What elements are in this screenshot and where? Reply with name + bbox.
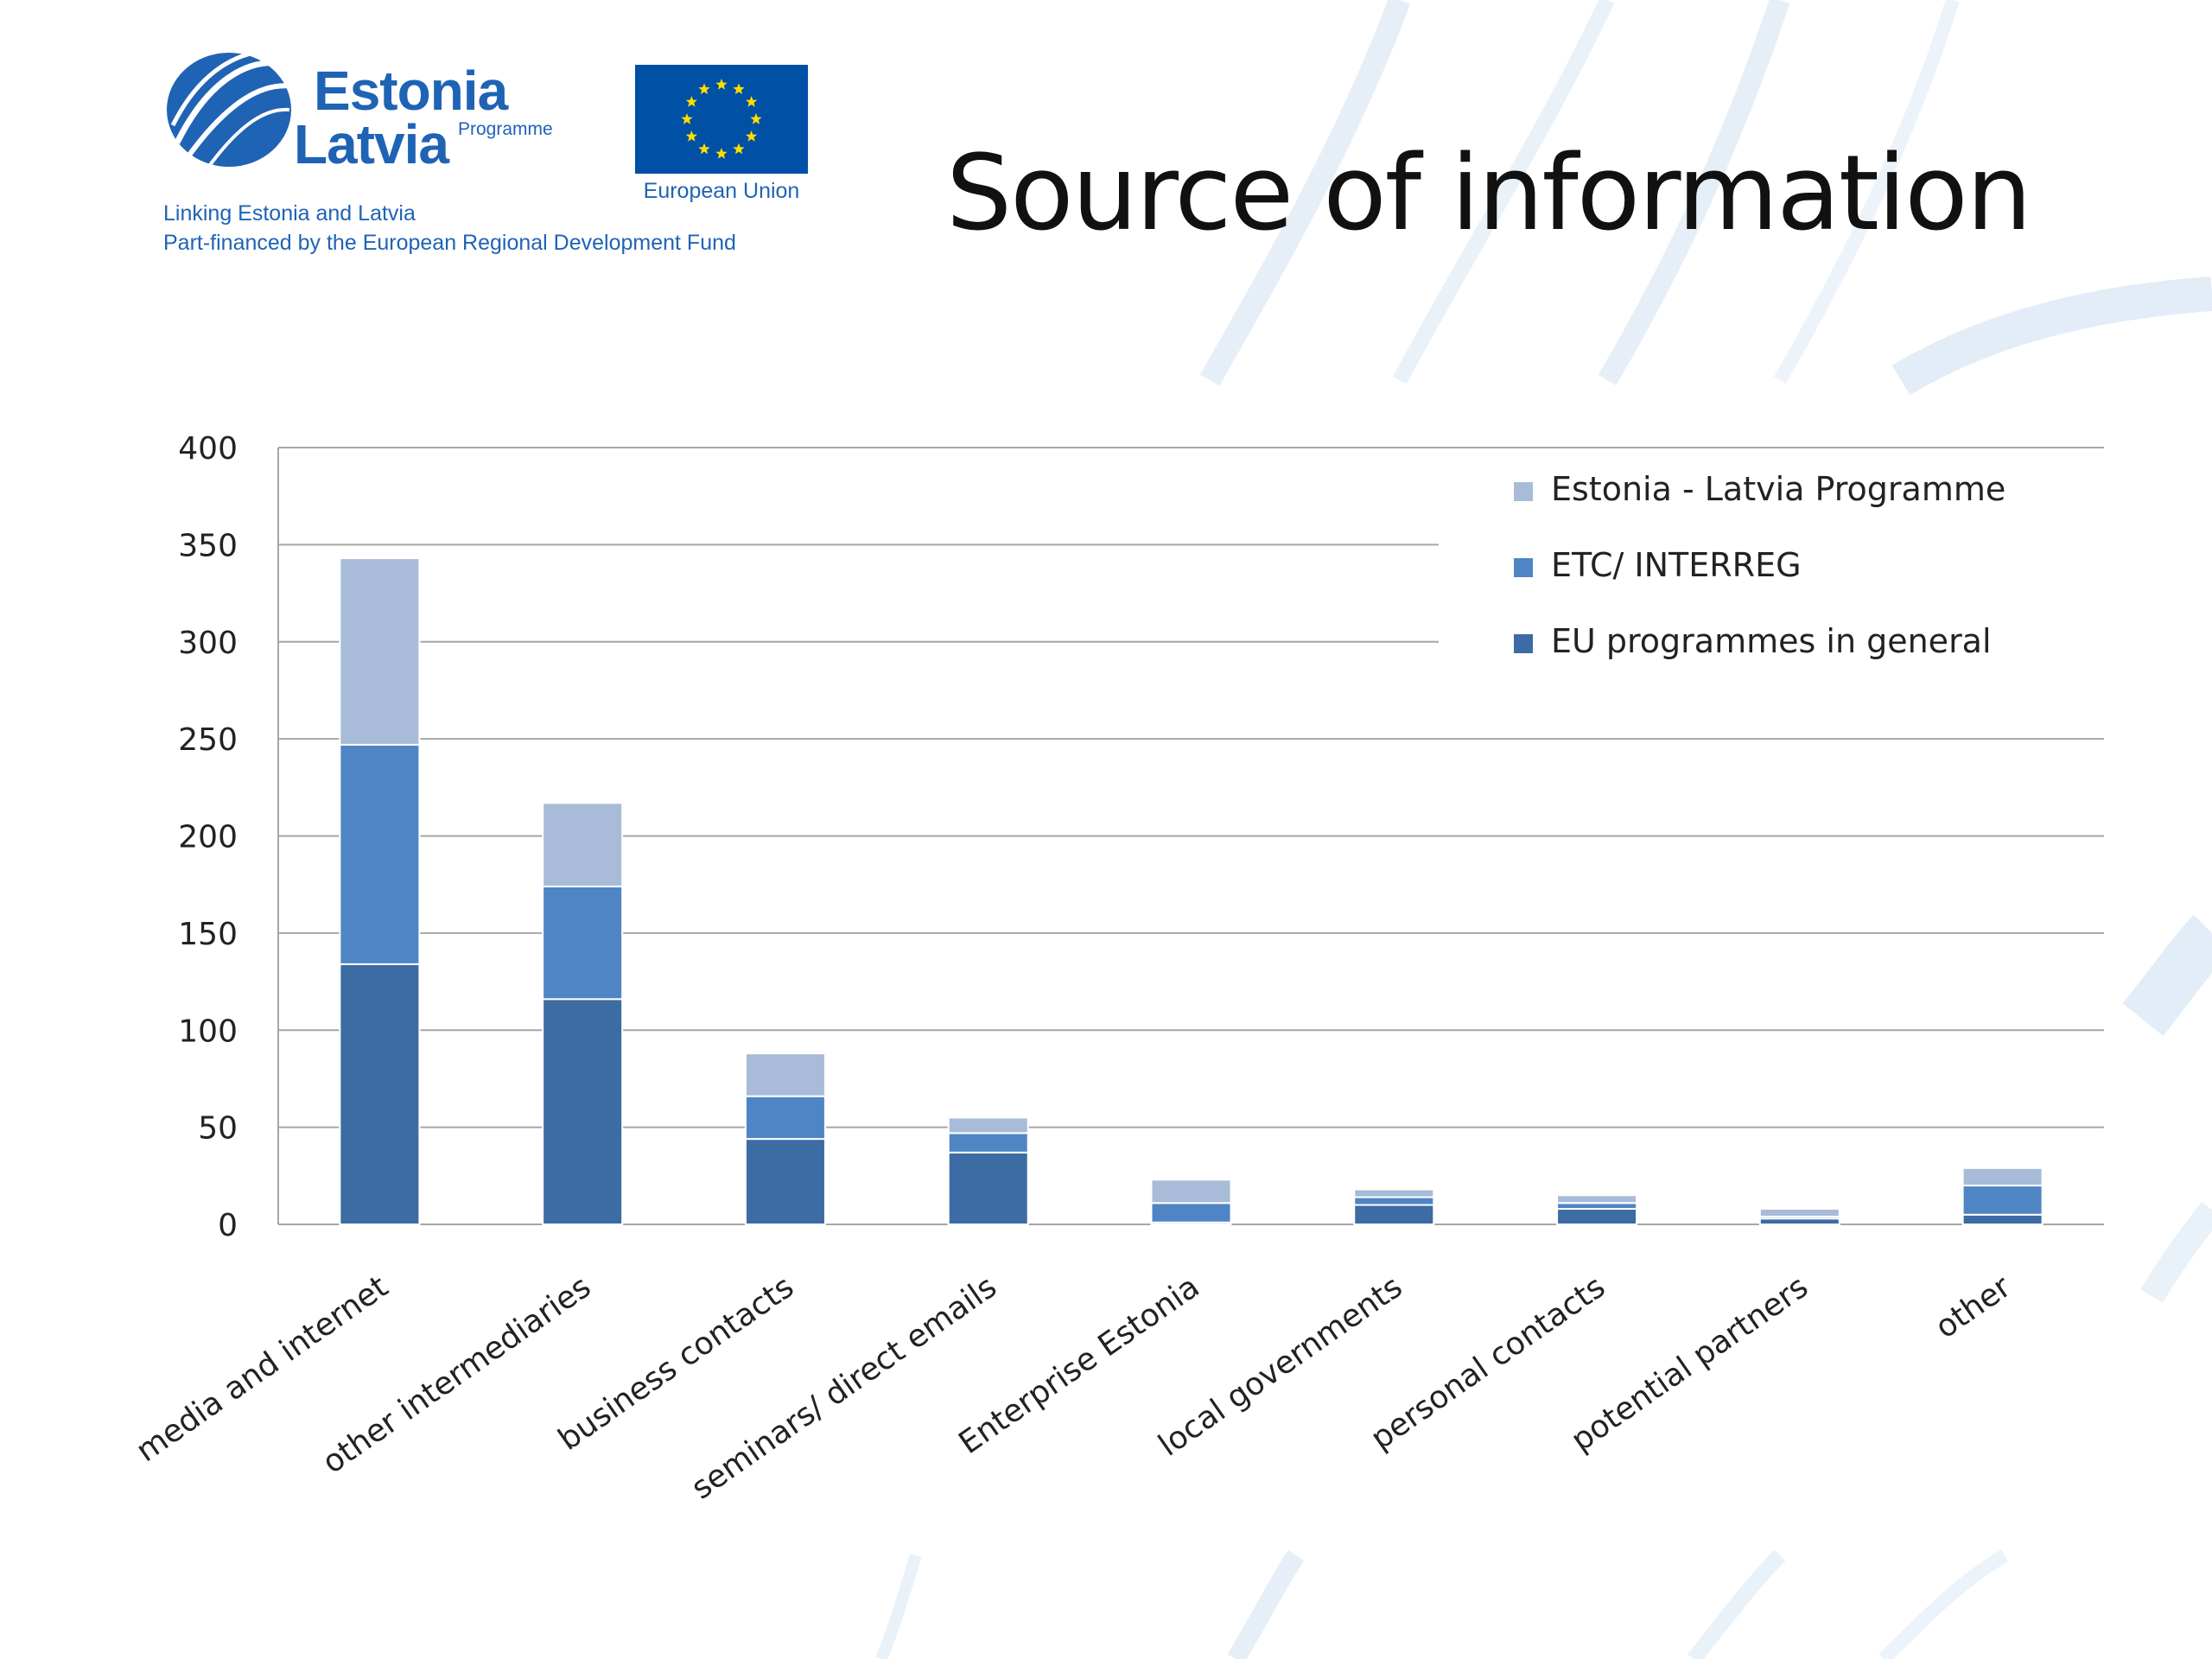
eu-star-icon — [746, 130, 758, 142]
eu-star-icon — [715, 148, 728, 159]
eu-star-icon — [746, 96, 758, 107]
bar-segment — [1556, 1202, 1638, 1211]
eu-star-icon — [750, 113, 762, 124]
eu-star-icon — [685, 96, 697, 107]
bar-segment — [947, 1132, 1029, 1154]
y-tick-label: 350 — [178, 528, 238, 563]
legend-label: ETC/ INTERREG — [1551, 546, 1802, 584]
legend-swatch — [1514, 558, 1533, 577]
bar-segment — [1961, 1185, 2044, 1216]
eu-star-icon — [698, 83, 710, 94]
bar-segment — [1758, 1217, 1840, 1225]
bar-segment — [1353, 1196, 1435, 1206]
bar-segment — [339, 743, 421, 965]
eu-star-icon — [733, 143, 745, 155]
y-axis-tick-labels: 0 50 100 150 200 250 300 350 400 — [178, 431, 238, 1243]
bar-segment — [542, 885, 624, 1001]
bar-segment — [1353, 1188, 1435, 1198]
x-category-label: other — [1929, 1269, 2018, 1346]
bar-segment — [744, 1095, 826, 1141]
chart-legend: Estonia - Latvia Programme ETC/ INTERREG E… — [1439, 454, 2113, 670]
legend-swatch — [1514, 634, 1533, 653]
bar-segment — [339, 557, 421, 746]
legend-swatch — [1514, 482, 1533, 501]
brand-name-estonia: Estonia — [314, 60, 508, 122]
bar-segment — [1556, 1194, 1638, 1205]
eu-star-icon — [681, 113, 693, 124]
bar-segment — [744, 1138, 826, 1225]
eu-star-icon — [733, 83, 745, 94]
bar-segment — [1353, 1204, 1435, 1226]
bar-segment — [947, 1116, 1029, 1135]
legend-label: EU programmes in general — [1551, 622, 1992, 660]
bar-segment — [744, 1052, 826, 1097]
bar-segment — [947, 1151, 1029, 1226]
brand-swirl-icon — [167, 48, 295, 170]
y-tick-label: 50 — [198, 1111, 238, 1147]
bar-segment — [1961, 1213, 2044, 1225]
legend-background — [1439, 454, 2113, 670]
stacked-bar-chart: 0 50 100 150 200 250 300 350 400 media and inter… — [130, 431, 2113, 1507]
eu-label: European Union — [643, 179, 800, 203]
bar-segment — [1961, 1166, 2044, 1187]
y-tick-label: 150 — [178, 917, 238, 952]
y-tick-label: 300 — [178, 626, 238, 661]
y-tick-label: 400 — [178, 431, 238, 467]
programme-logo: Estonia Latvia Programme Linking Estonia… — [160, 39, 834, 272]
bar-segment — [1150, 1202, 1232, 1224]
eu-star-icon — [715, 79, 728, 90]
y-tick-label: 0 — [218, 1208, 238, 1243]
logo-funding-note: Part-financed by the European Regional D… — [163, 231, 736, 255]
brand-subtitle: Programme — [458, 119, 553, 139]
legend-label: Estonia - Latvia Programme — [1551, 470, 2005, 508]
eu-star-icon — [698, 143, 710, 155]
page-title: Source of information — [946, 134, 2032, 254]
y-tick-label: 250 — [178, 722, 238, 758]
bar-segment — [1556, 1208, 1638, 1226]
eu-flag-icon — [635, 65, 808, 174]
bar-segment — [542, 998, 624, 1226]
bar-segment — [339, 963, 421, 1225]
chart-bars — [339, 557, 2044, 1226]
y-tick-label: 100 — [178, 1014, 238, 1049]
logo-tagline: Linking Estonia and Latvia — [163, 201, 416, 226]
eu-star-icon — [685, 130, 697, 142]
bar-segment — [542, 802, 624, 887]
y-tick-label: 200 — [178, 820, 238, 855]
brand-name-latvia: Latvia — [294, 113, 449, 175]
bar-segment — [1758, 1208, 1840, 1218]
bar-segment — [1150, 1179, 1232, 1205]
